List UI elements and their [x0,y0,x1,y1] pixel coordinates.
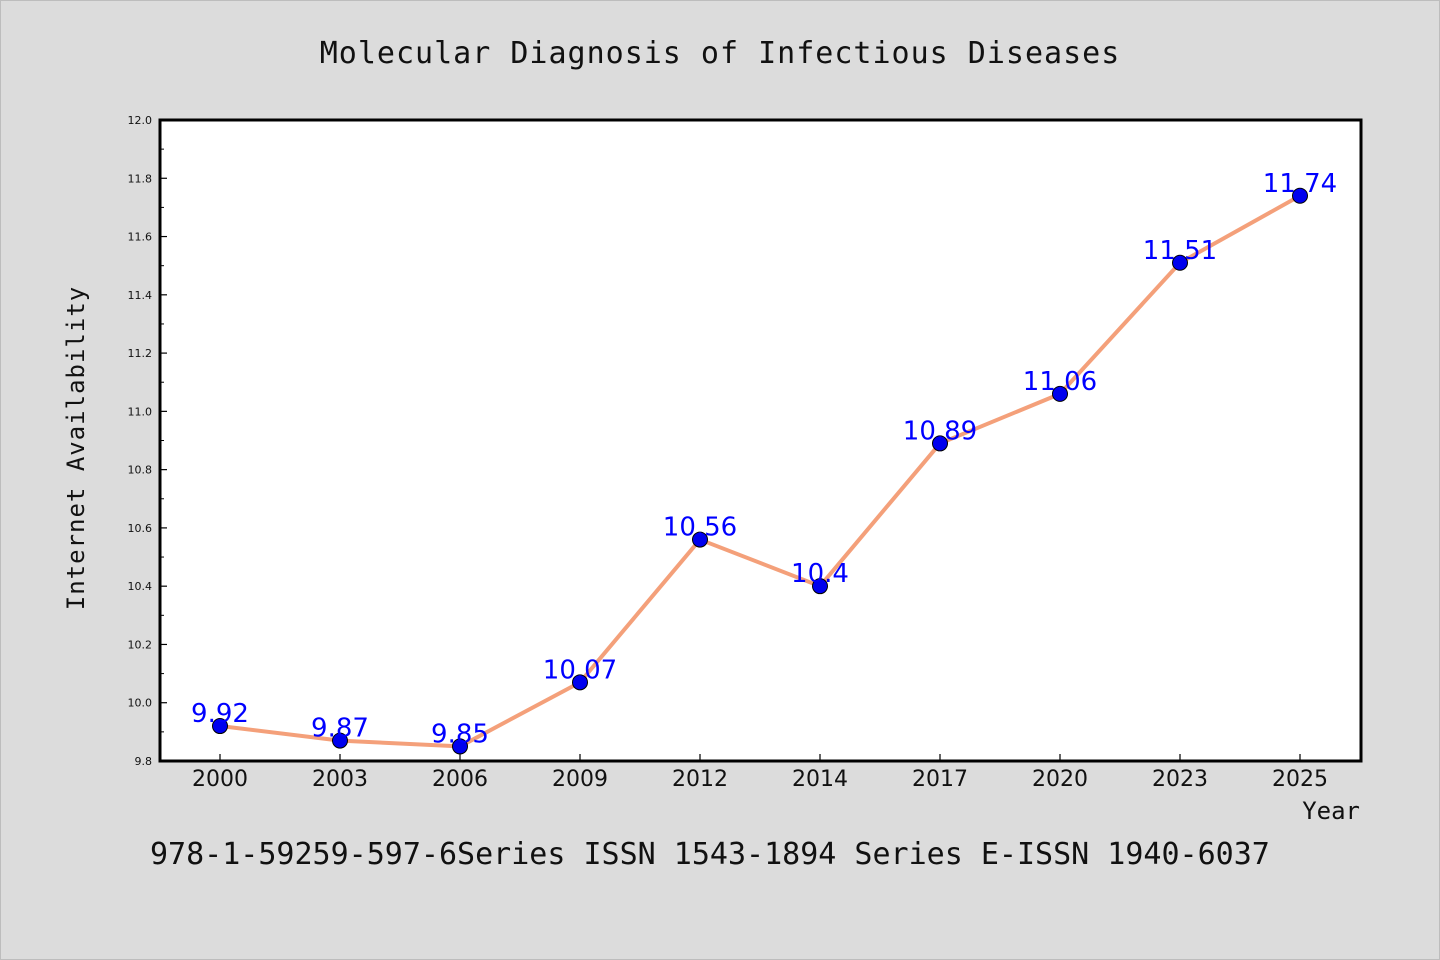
data-value-label: 9.92 [191,699,249,729]
data-value-label: 10.4 [791,559,849,589]
data-value-label: 11.51 [1143,236,1217,266]
x-tick-label: 2017 [912,767,968,792]
x-tick-label: 2009 [552,767,608,792]
data-points [212,187,1308,755]
y-tick-label: 11.2 [128,347,153,360]
y-tick-label: 10.8 [128,464,153,477]
data-point-marker [1172,254,1188,271]
x-axis: 2000 2003 2006 2009 2012 2014 2017 2020 2023 2025 [192,754,1328,792]
x-tick-label: 2006 [432,767,488,792]
y-axis: 9.8 10.0 10.2 10.4 10.6 10.8 11.0 11.2 11.4 11.6 1… [128,114,167,768]
data-value-label: 11.06 [1023,367,1097,397]
y-tick-label: 10.2 [128,638,153,651]
data-value-label: 9.85 [431,719,489,749]
data-labels: 9.92 9.87 9.85 10.07 10.56 10.4 10.89 11.06 11.5… [191,169,1337,750]
y-tick-label: 11.4 [128,289,153,302]
y-tick-label: 9.8 [135,755,153,768]
x-tick-label: 2000 [192,767,248,792]
data-value-label: 10.89 [903,416,977,446]
x-axis-label: Year [1302,797,1360,825]
data-point-marker [452,738,468,755]
y-tick-label: 11.0 [128,405,153,418]
plot-area [158,118,1363,763]
y-tick-label: 11.8 [128,172,153,185]
data-point-marker [932,435,948,452]
x-tick-label: 2012 [672,767,728,792]
x-tick-label: 2020 [1032,767,1088,792]
x-tick-label: 2003 [312,767,368,792]
data-point-marker [572,674,588,691]
series-line [219,194,1301,749]
data-point-marker [692,531,708,548]
y-tick-label: 12.0 [128,114,153,127]
data-value-label: 10.56 [663,513,737,543]
data-point-marker [212,718,228,735]
data-point-marker [812,578,828,595]
data-value-label: 9.87 [311,714,369,744]
y-axis-label: Internet Availability [62,286,90,610]
x-tick-label: 2014 [792,767,848,792]
y-tick-label: 10.4 [128,580,153,593]
data-value-label: 10.07 [543,655,617,685]
data-value-label: 11.74 [1263,169,1337,199]
y-tick-label: 10.6 [128,522,153,535]
footer-isbn-text: 978-1-59259-597-6Series ISSN 1543-1894 S… [150,837,1270,872]
data-point-marker [332,732,348,749]
data-point-marker [1052,385,1068,402]
y-tick-label: 10.0 [128,697,153,710]
data-point-marker [1292,187,1308,204]
x-tick-label: 2023 [1152,767,1208,792]
chart-title: Molecular Diagnosis of Infectious Diseas… [320,36,1121,71]
y-tick-label: 11.6 [128,231,153,244]
x-tick-label: 2025 [1272,767,1328,792]
